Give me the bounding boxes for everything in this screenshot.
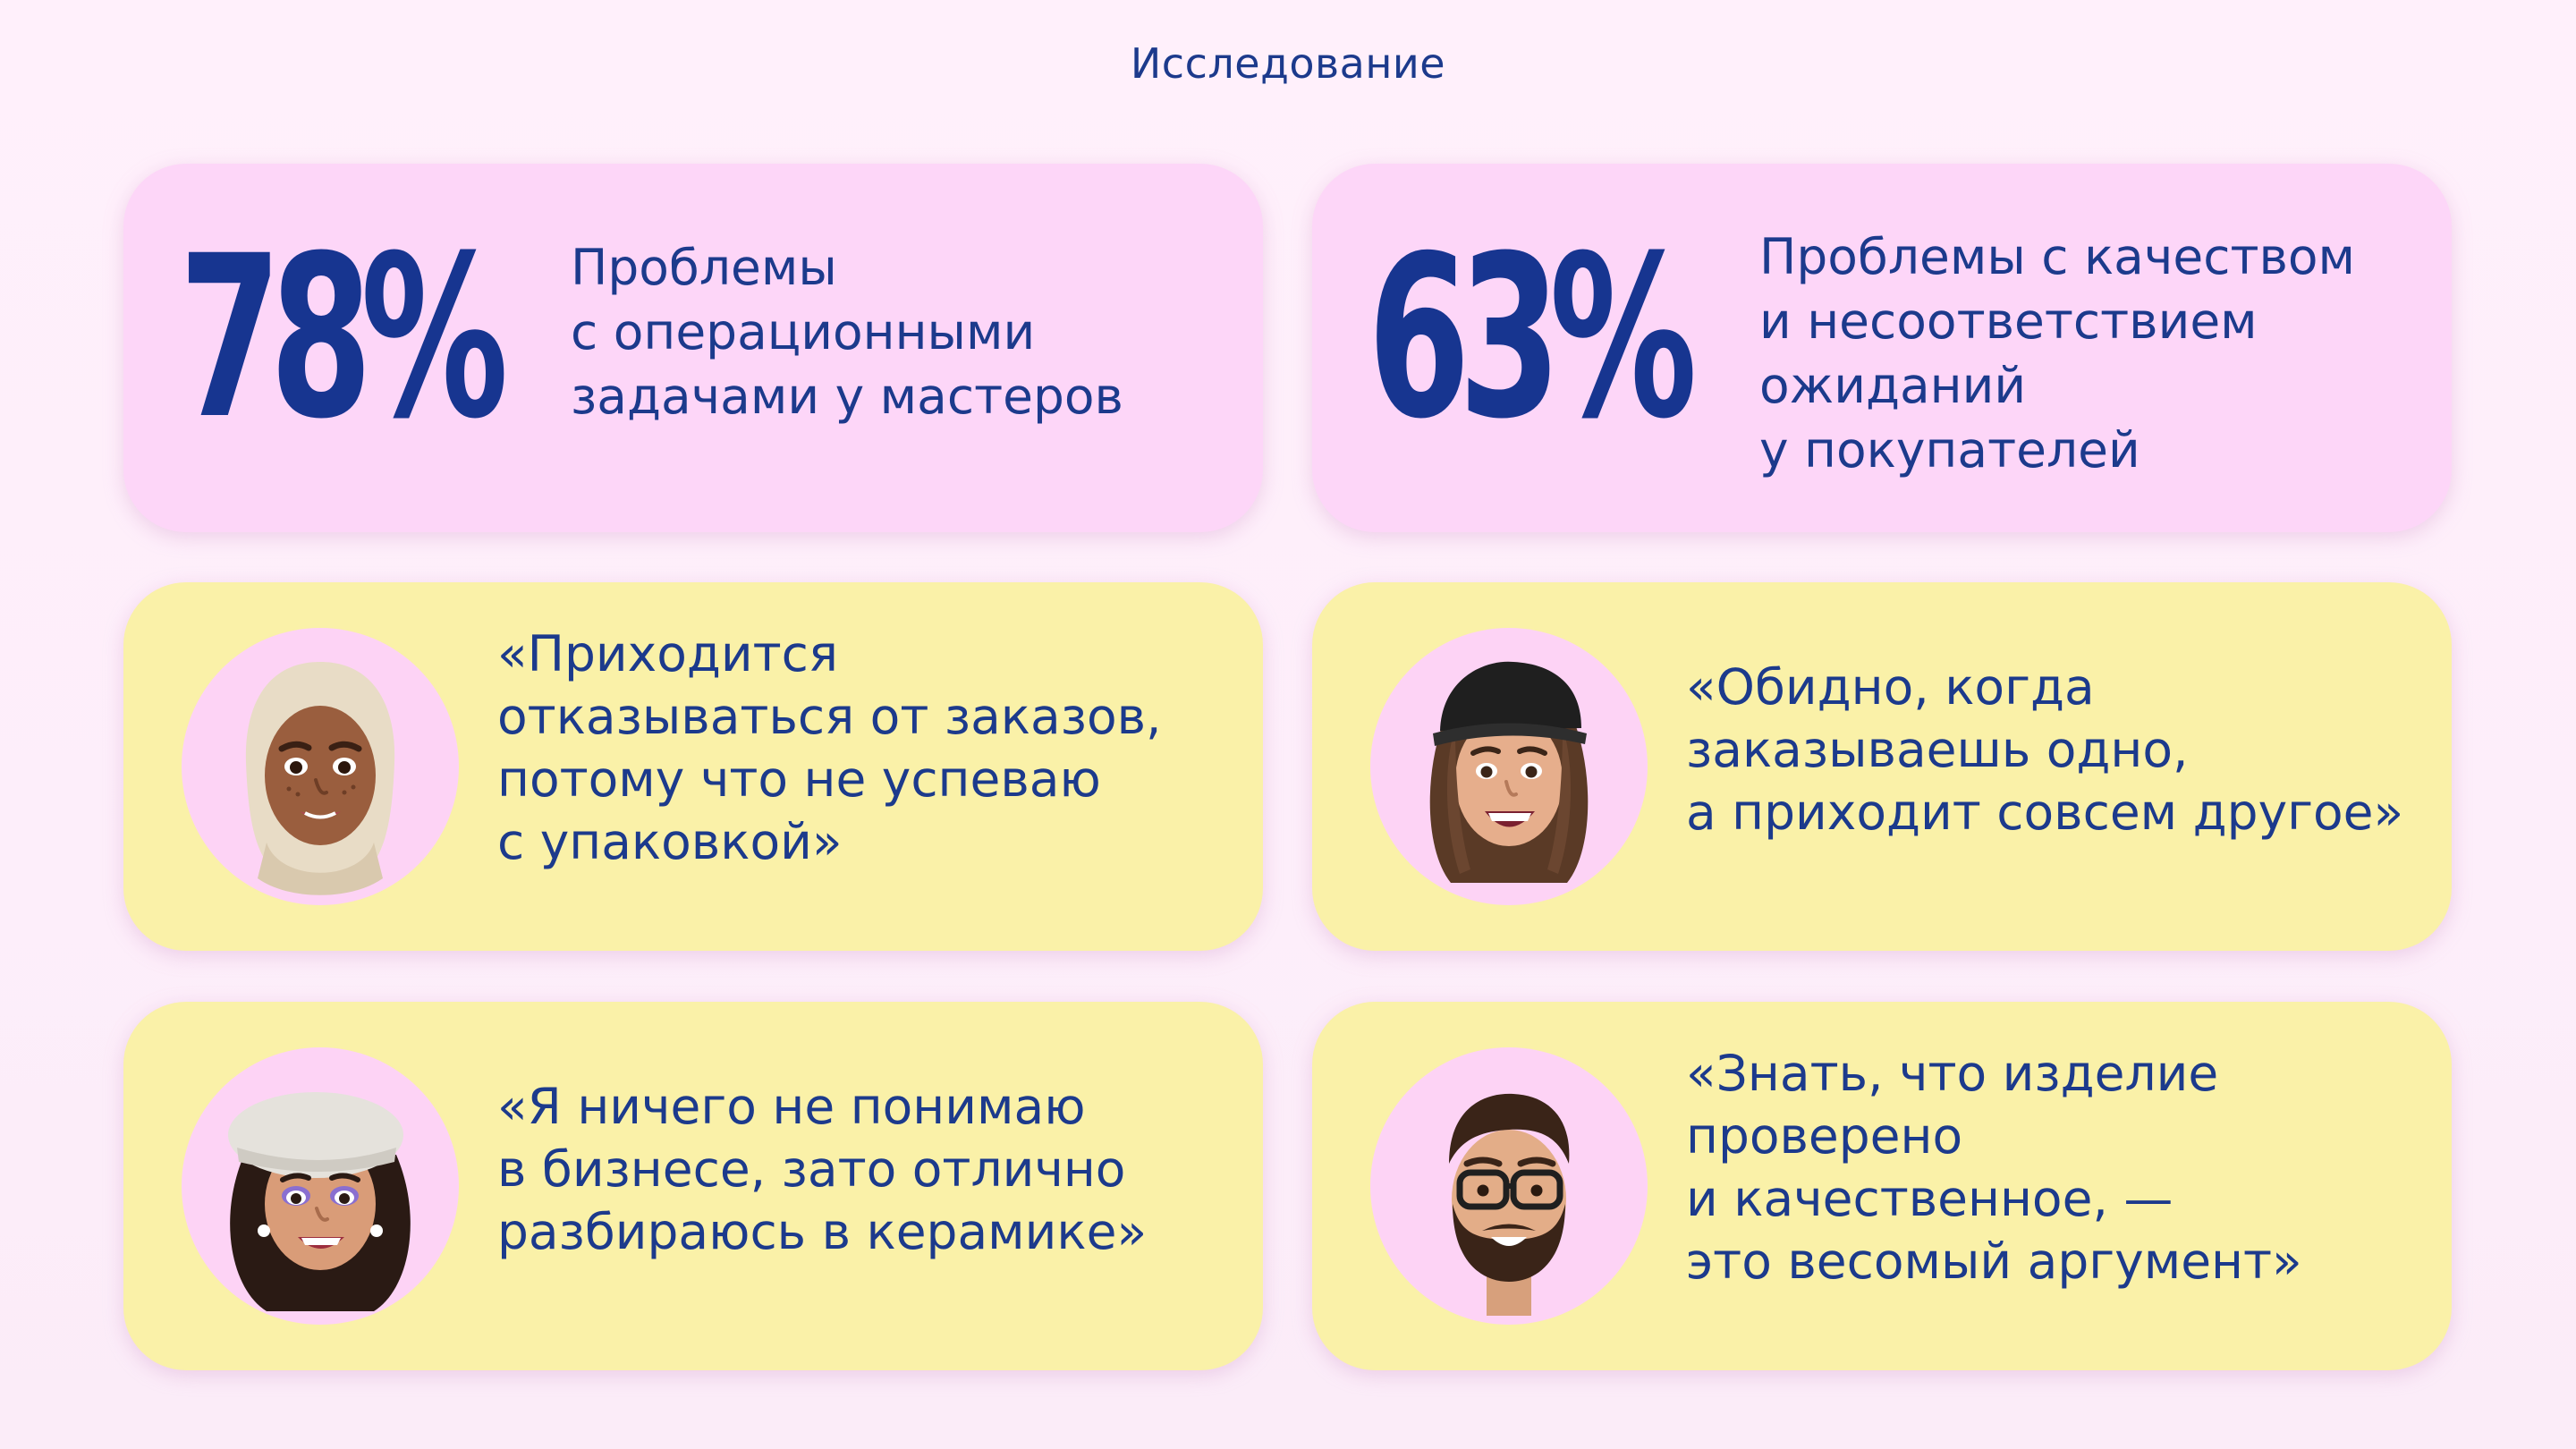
hijab-woman-avatar-icon: [182, 628, 459, 905]
page-title: Исследование: [1130, 39, 1446, 88]
stat-description: Проблемы с качеством и несоответствием о…: [1759, 228, 2356, 479]
stat-value: 63%: [1368, 208, 1698, 468]
quote-card: «Я ничего не понимаю в бизнесе, зато отл…: [123, 1002, 1263, 1370]
stat-description: Проблемы с операционными задачами у маст…: [571, 239, 1123, 425]
quote-text: «Я ничего не понимаю в бизнесе, зато отл…: [497, 1078, 1148, 1260]
stat-value: 78%: [179, 208, 509, 468]
stat-card-quality: 63% Проблемы с качеством и несоответстви…: [1312, 164, 2452, 532]
quote-text: «Приходится отказываться от заказов, пот…: [497, 625, 1162, 870]
cap-woman-avatar-icon: [1370, 628, 1648, 905]
quote-card: «Знать, что изделие проверено и качестве…: [1312, 1002, 2452, 1370]
quote-text: «Обидно, когда заказываешь одно, а прихо…: [1686, 658, 2404, 841]
quote-text: «Знать, что изделие проверено и качестве…: [1686, 1045, 2302, 1290]
stat-card-operational: 78% Проблемы с операционными задачами у …: [123, 164, 1263, 532]
beret-woman-avatar-icon: [182, 1047, 459, 1325]
bearded-man-avatar-icon: [1370, 1047, 1648, 1325]
quote-card: «Обидно, когда заказываешь одно, а прихо…: [1312, 582, 2452, 951]
quote-card: «Приходится отказываться от заказов, пот…: [123, 582, 1263, 951]
